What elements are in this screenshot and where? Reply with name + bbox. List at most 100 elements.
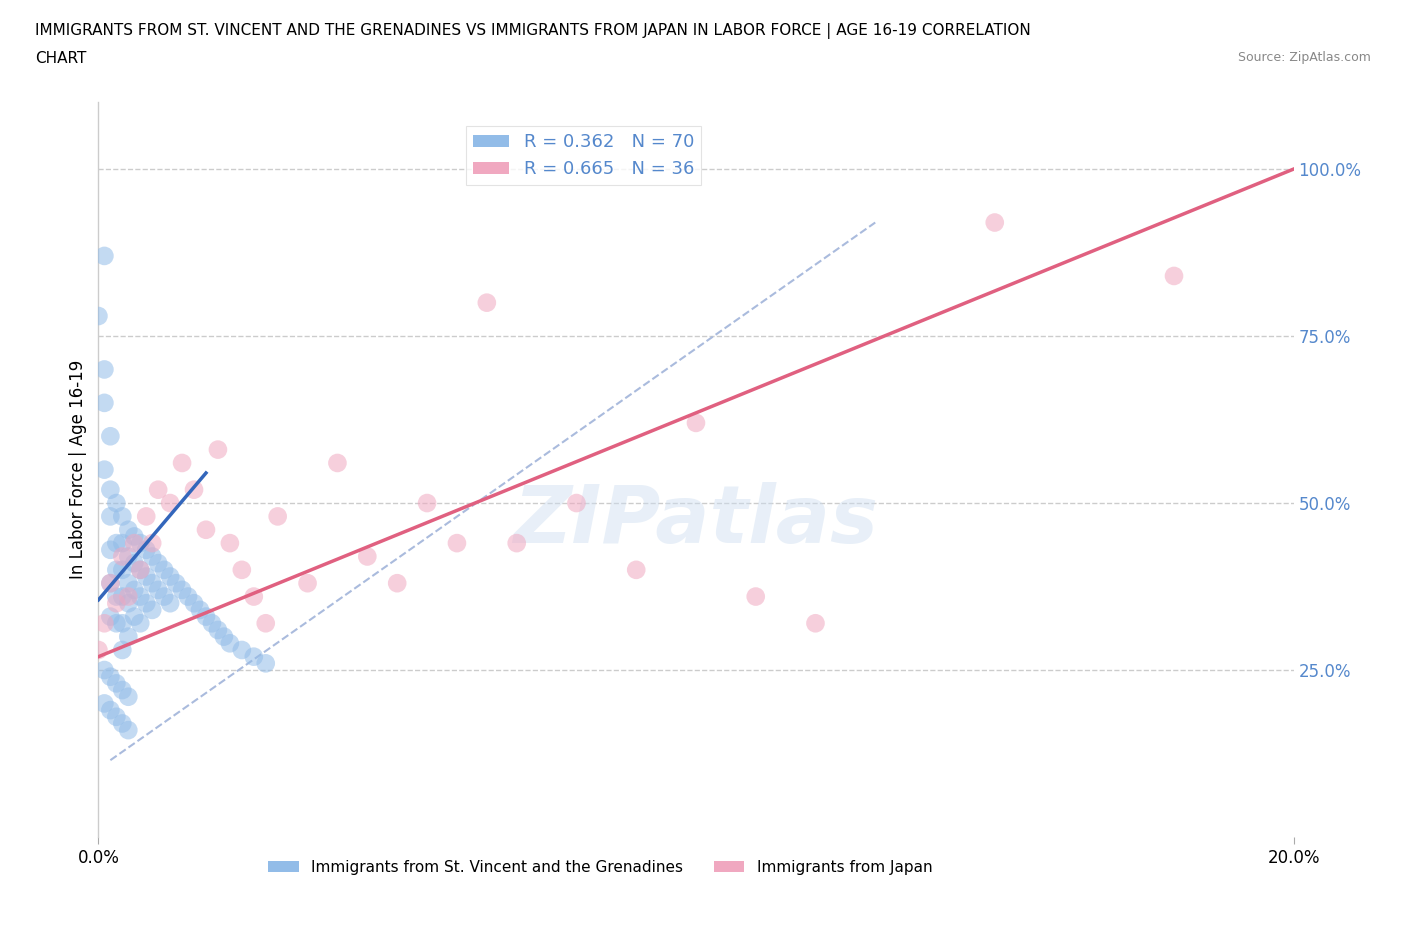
Point [93,362,115,377]
Point [297,576,319,591]
Point [117,689,139,704]
Point [195,523,218,538]
Point [385,576,409,591]
Point [159,569,181,584]
Point [207,622,229,637]
Point [416,496,439,511]
Point [231,563,253,578]
Point [98,509,122,524]
Point [111,536,134,551]
Point [124,582,146,597]
Point [98,703,122,718]
Point [165,576,187,591]
Point [111,716,134,731]
Point [148,556,170,571]
Point [984,215,1007,230]
Point [219,636,242,651]
Point [98,542,122,557]
Point [124,609,146,624]
Point [87,643,110,658]
Point [105,563,128,578]
Point [124,556,146,571]
Point [98,670,122,684]
Point [93,616,115,631]
Point [141,549,163,564]
Point [135,596,157,611]
Point [117,523,139,538]
Point [124,529,146,544]
Point [804,616,827,631]
Point [117,596,139,611]
Point [111,616,134,631]
Point [172,456,194,471]
Point [212,630,235,644]
Point [105,676,128,691]
Point [105,589,128,604]
Point [356,549,378,564]
Point [148,483,170,498]
Point [745,589,768,604]
Text: CHART: CHART [35,51,87,66]
Point [129,536,152,551]
Point [129,589,152,604]
Point [129,563,152,578]
Point [111,563,134,578]
Point [93,662,115,677]
Point [98,576,122,591]
Point [117,589,139,604]
Point [506,536,529,551]
Point [219,536,242,551]
Point [98,429,122,444]
Point [141,603,163,618]
Point [159,496,181,511]
Point [626,563,648,578]
Point [177,589,200,604]
Point [93,248,115,263]
Point [135,509,157,524]
Point [1163,269,1185,284]
Point [141,576,163,591]
Point [105,616,128,631]
Point [135,542,157,557]
Y-axis label: In Labor Force | Age 16-19: In Labor Force | Age 16-19 [69,360,87,579]
Point [87,309,110,324]
Point [685,416,707,431]
Point [124,536,146,551]
Point [117,576,139,591]
Text: ZIPatlas: ZIPatlas [513,482,879,560]
Point [188,603,211,618]
Point [93,395,115,410]
Point [141,536,163,551]
Point [565,496,588,511]
Point [201,616,224,631]
Point [98,483,122,498]
Point [93,696,115,711]
Point [231,643,253,658]
Point [326,456,349,471]
Point [172,582,194,597]
Point [135,569,157,584]
Point [105,536,128,551]
Point [111,589,134,604]
Point [105,710,128,724]
Point [153,589,176,604]
Point [159,596,181,611]
Point [111,683,134,698]
Point [105,496,128,511]
Point [243,649,266,664]
Legend: Immigrants from St. Vincent and the Grenadines, Immigrants from Japan: Immigrants from St. Vincent and the Gren… [263,854,938,881]
Point [117,723,139,737]
Point [207,442,229,457]
Point [446,536,468,551]
Point [475,295,498,310]
Text: IMMIGRANTS FROM ST. VINCENT AND THE GRENADINES VS IMMIGRANTS FROM JAPAN IN LABOR: IMMIGRANTS FROM ST. VINCENT AND THE GREN… [35,23,1031,39]
Point [98,609,122,624]
Point [148,582,170,597]
Point [183,483,205,498]
Point [129,563,152,578]
Point [183,596,205,611]
Point [98,576,122,591]
Point [111,549,134,564]
Text: Source: ZipAtlas.com: Source: ZipAtlas.com [1237,51,1371,64]
Point [254,656,277,671]
